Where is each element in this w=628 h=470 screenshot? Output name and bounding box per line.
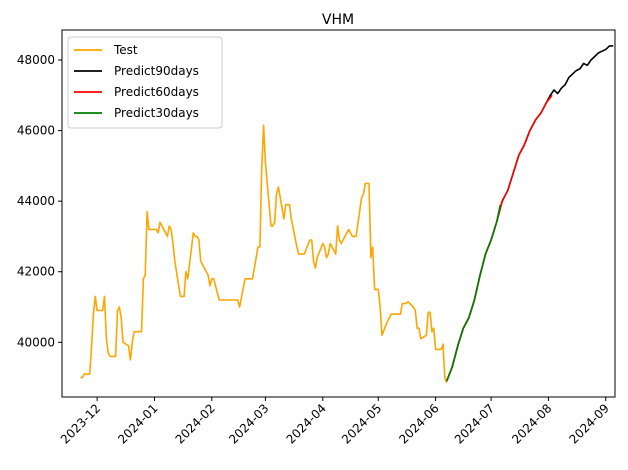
series-line-predict30days: [445, 204, 502, 382]
legend-box: [67, 36, 223, 129]
y-tick-label: 44000: [17, 194, 55, 208]
plot-lines: [80, 45, 614, 384]
plot-area-frame: [61, 29, 616, 398]
legend: Test Predict90days Predict60days Predict30d…: [67, 36, 223, 129]
y-tick-label: 40000: [17, 335, 55, 349]
y-axis: 40000 42000 44000 46000 48000: [17, 53, 62, 349]
series-line-test: [80, 124, 448, 384]
legend-label: Predict90days: [114, 64, 199, 78]
legend-label: Predict60days: [114, 85, 199, 99]
y-tick-label: 42000: [17, 265, 55, 279]
y-tick-label: 46000: [17, 124, 55, 138]
chart-title: VHM: [322, 12, 354, 28]
y-tick-label: 48000: [17, 53, 55, 67]
legend-label: Test: [113, 43, 138, 57]
legend-label: Predict30days: [114, 106, 199, 120]
